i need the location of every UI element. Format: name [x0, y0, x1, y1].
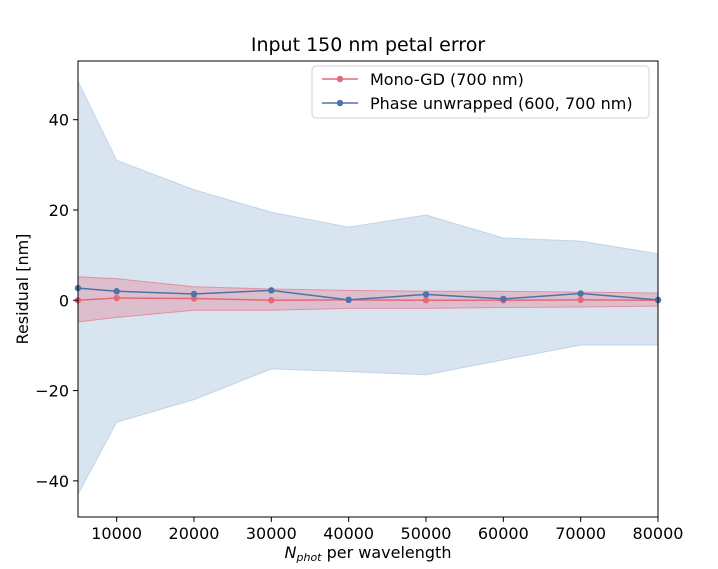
data-point-series-0: [113, 294, 120, 302]
chart-title: Input 150 nm petal error: [251, 34, 485, 56]
plot-frame: [77, 60, 659, 518]
x-tick-label: 50000: [401, 524, 452, 543]
legend-box: [311, 65, 650, 119]
legend-label-phase-unwrapped: Phase unwrapped (600, 700 nm): [370, 94, 633, 113]
data-point-series-1: [422, 291, 430, 298]
x-tick-label: 30000: [246, 524, 297, 543]
data-point-series-0: [190, 295, 198, 302]
legend-marker-phase-unwrapped: [336, 99, 344, 107]
x-tick-label: 20000: [169, 524, 220, 543]
x-tick-label: 60000: [478, 524, 529, 543]
data-point-series-1: [113, 288, 120, 295]
x-tick-label: 70000: [555, 524, 606, 543]
legend-label-mono-gd: Mono-GD (700 nm): [370, 70, 524, 89]
x-axis-label-rest: per wavelength: [322, 543, 452, 562]
x-tick-label: 80000: [633, 524, 684, 543]
legend-marker-mono-gd: [336, 75, 344, 83]
x-axis-label: Nphot per wavelength: [285, 543, 452, 564]
y-tick-label: 20: [49, 201, 69, 220]
x-tick-label: 10000: [91, 524, 142, 543]
y-axis: −40 −20 0 20 40: [35, 111, 78, 491]
x-axis-label-subscript: phot: [296, 551, 323, 564]
y-axis-label: Residual [nm]: [13, 234, 32, 345]
y-tick-label: −20: [35, 382, 69, 401]
legend: Mono-GD (700 nm) Phase unwrapped (600, 7…: [311, 65, 650, 119]
x-tick-label: 40000: [323, 524, 374, 543]
data-point-series-1: [500, 295, 507, 303]
data-point-series-1: [345, 296, 352, 304]
series-points: [74, 284, 662, 304]
data-point-series-1: [190, 290, 198, 298]
y-tick-label: −40: [35, 472, 69, 491]
y-tick-label: 0: [59, 291, 69, 310]
x-axis-label-main: N: [285, 543, 297, 562]
y-tick-label: 40: [49, 111, 69, 130]
data-point-series-0: [422, 297, 430, 304]
data-point-series-1: [577, 290, 584, 297]
data-point-series-1: [268, 287, 275, 294]
x-axis: 10000 20000 30000 40000 50000 60000 70000 80000: [91, 517, 683, 543]
data-point-series-0: [268, 297, 275, 304]
data-point-series-0: [577, 296, 584, 304]
